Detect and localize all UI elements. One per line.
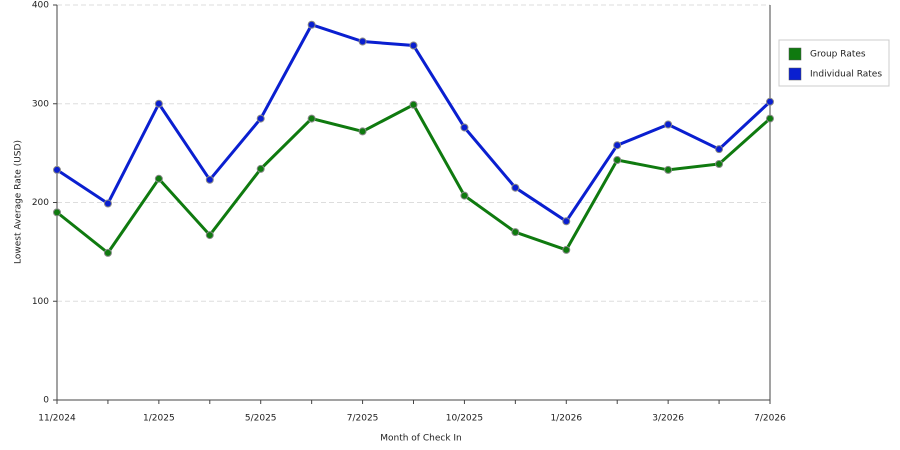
point [256, 114, 265, 123]
point [409, 41, 418, 50]
legend-swatch [788, 47, 802, 61]
point [307, 20, 316, 29]
y-tick-label: 300 [32, 99, 49, 109]
point [53, 165, 61, 174]
x-tick-label: 7/2026 [754, 414, 786, 424]
legend-swatch [788, 67, 802, 81]
point [715, 145, 724, 154]
x-tick-label: 1/2026 [550, 414, 582, 424]
point [205, 231, 214, 240]
x-tick-label: 7/2025 [347, 414, 379, 424]
point [409, 100, 418, 109]
point [511, 183, 520, 192]
point [53, 208, 61, 217]
point [103, 248, 112, 257]
point [358, 37, 367, 46]
x-tick-label: 11/2024 [38, 414, 76, 424]
point [613, 141, 622, 150]
point [766, 114, 774, 123]
point [154, 99, 163, 108]
y-tick-label: 0 [43, 396, 49, 406]
point [205, 175, 214, 184]
point [460, 191, 469, 200]
x-tick-label: 10/2025 [446, 414, 483, 424]
line [56, 22, 772, 224]
point [664, 120, 673, 129]
y-tick-label: 200 [32, 198, 49, 208]
x-tick-label: 3/2026 [652, 414, 684, 424]
point [562, 217, 571, 226]
y-tick-label: 400 [32, 1, 49, 11]
y-tick-label: 100 [32, 297, 49, 307]
point [358, 127, 367, 136]
point [511, 228, 520, 237]
y-axis-label: Lowest Average Rate (USD) [14, 140, 24, 264]
x-tick-label: 1/2025 [143, 414, 175, 424]
point [562, 245, 571, 254]
point [307, 114, 316, 123]
point [256, 164, 265, 173]
point [613, 156, 622, 165]
legend-label: Group Rates [810, 50, 866, 60]
x-tick-label: 5/2025 [245, 414, 277, 424]
point [460, 123, 469, 132]
point [103, 199, 112, 208]
point [715, 159, 724, 168]
point [664, 165, 673, 174]
legend-label: Individual Rates [810, 70, 882, 80]
point [154, 174, 163, 183]
point [766, 97, 774, 106]
x-axis-label: Month of Check In [380, 434, 462, 444]
